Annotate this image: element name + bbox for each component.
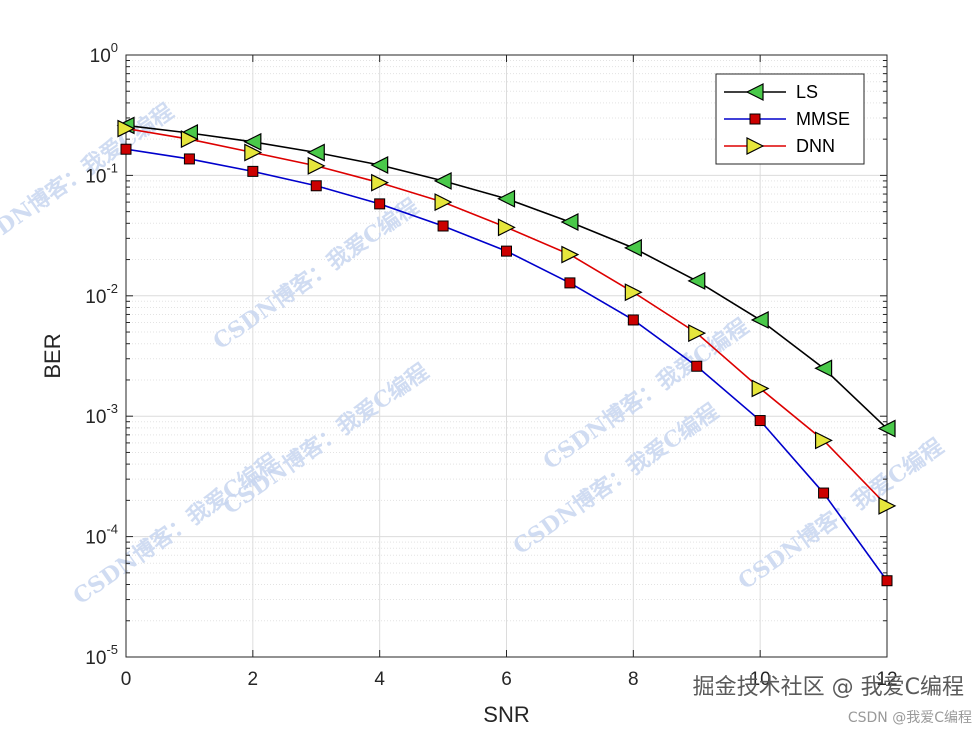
legend-label: DNN: [796, 136, 835, 156]
y-tick-label: 10-2: [85, 281, 118, 308]
data-point-ls: [814, 359, 833, 378]
data-point-dnn: [814, 431, 833, 450]
legend-label: LS: [796, 82, 818, 102]
legend-entry-dnn: DNN: [724, 136, 835, 156]
data-point-mmse: [754, 415, 766, 427]
y-tick-label: 10-4: [85, 522, 118, 549]
data-point-ls: [370, 156, 389, 174]
data-point-dnn: [307, 156, 326, 175]
legend-label: MMSE: [796, 109, 850, 129]
y-axis-ticks: 10-5 10-4 10-3 10-2 10-1 100: [85, 40, 887, 669]
legend-marker: [746, 137, 765, 155]
site-credit: 掘金技术社区 @ 我爱C编程: [692, 675, 964, 700]
data-point-mmse: [691, 360, 703, 372]
legend-marker: [749, 113, 761, 125]
series-layer: [116, 116, 897, 587]
x-tick-label: 6: [501, 669, 512, 690]
data-point-mmse: [374, 198, 386, 210]
x-tick-label: 12: [876, 669, 897, 690]
y-axis-label: BER: [40, 333, 65, 378]
legend-marker: [745, 83, 764, 101]
x-tick-label: 0: [121, 669, 132, 690]
data-point-dnn: [878, 496, 897, 515]
data-point-mmse: [437, 220, 449, 232]
data-point-mmse: [247, 165, 259, 177]
data-point-dnn: [751, 379, 770, 398]
x-tick-label: 10: [750, 669, 771, 690]
data-point-mmse: [501, 245, 512, 257]
watermark-text: CSDN博客：我爱C编程: [219, 359, 434, 520]
data-point-ls: [306, 143, 325, 162]
data-point-ls: [560, 213, 579, 231]
x-tick-label: 8: [628, 669, 639, 690]
series-dnn: [117, 119, 897, 515]
data-point-mmse: [310, 180, 322, 192]
data-point-dnn: [561, 245, 580, 264]
y-tick-label: 10-1: [85, 160, 118, 187]
data-point-ls: [877, 419, 896, 438]
legend-entry-ls: LS: [724, 82, 818, 102]
data-point-dnn: [180, 130, 199, 149]
legend-entry-mmse: MMSE: [724, 109, 850, 129]
x-axis-label: SNR: [483, 702, 529, 727]
y-tick-label: 10-3: [85, 401, 118, 428]
data-point-mmse: [564, 277, 576, 289]
series-mmse: [120, 143, 893, 587]
watermark-text: CSDN博客：我爱C编程: [209, 194, 424, 355]
data-point-dnn: [117, 119, 136, 138]
data-point-ls: [497, 189, 516, 208]
x-tick-label: 4: [374, 669, 385, 690]
y-tick-label: 10-5: [85, 642, 118, 669]
data-point-ls: [433, 171, 452, 190]
legend: LS MMSE DNN: [715, 73, 865, 165]
data-point-mmse: [627, 314, 639, 326]
data-point-dnn: [434, 193, 453, 212]
y-tick-label: 100: [90, 40, 118, 67]
data-point-dnn: [688, 324, 707, 343]
data-point-dnn: [624, 283, 643, 302]
csdn-credit: CSDN @我爱C编程: [847, 710, 972, 726]
data-point-mmse: [183, 153, 195, 165]
data-point-dnn: [497, 218, 516, 237]
data-point-ls: [623, 238, 642, 257]
x-axis-ticks: 0 2 4 6 8 10 12: [121, 55, 898, 690]
data-point-ls: [750, 310, 769, 329]
data-point-mmse: [881, 575, 893, 587]
data-point-ls: [687, 271, 706, 290]
data-point-dnn: [244, 143, 263, 162]
data-point-mmse: [818, 487, 830, 499]
data-point-mmse: [120, 143, 132, 155]
data-point-ls: [243, 132, 262, 151]
data-point-dnn: [371, 173, 390, 192]
x-tick-label: 2: [248, 669, 259, 690]
